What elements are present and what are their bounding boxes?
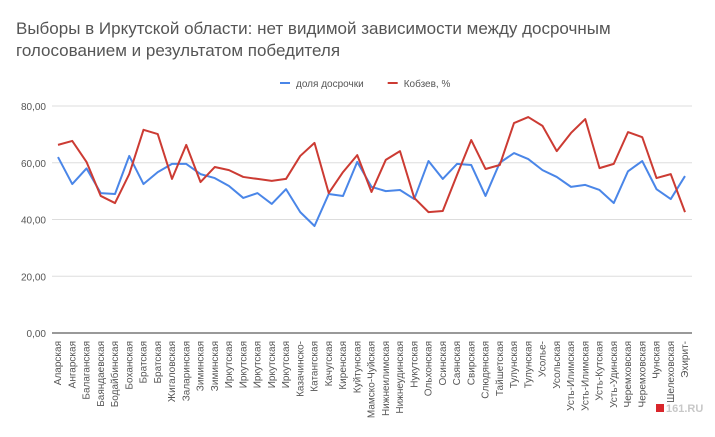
x-tick-label: Свирская [466,341,477,385]
x-tick-label: Тулунская [509,341,520,388]
x-tick-label: Нукутская [409,341,420,388]
x-tick-label: Чунская [652,341,663,379]
y-tick-label: 0,00 [27,329,47,340]
x-tick-label: Осинская [438,341,449,385]
x-tick-label: Жигаловская [167,341,178,402]
chart-title: Выборы в Иркутской области: нет видимой … [16,19,611,60]
legend-label: Кобзев, % [404,78,451,90]
legend-label: доля досрочки [296,79,364,90]
x-tick-label: Черемховская [623,341,634,407]
x-tick-label: Иркутская [253,341,264,388]
x-tick-label: Баяндаевская [96,341,107,407]
x-tick-label: Саянская [452,341,463,385]
x-tick-label: Тулунская [523,341,534,388]
x-tick-label: Усолье- [538,341,549,377]
x-tick-label: Слюдянская [481,341,492,399]
x-tick-label: Усть-Илимская [580,341,591,411]
x-tick-label: Иркутская [281,341,292,388]
x-tick-label: Братская [153,341,164,384]
y-tick-label: 40,00 [21,216,46,227]
x-tick-label: Эхирит- [680,341,691,378]
x-tick-label: Боханская [124,341,135,390]
x-tick-label: Куйтунская [352,341,363,393]
x-tick-label: Черемховская [637,341,648,407]
x-tick-label: Иркутская [267,341,278,388]
x-tick-label: Киренская [338,341,349,390]
x-tick-label: Балаганская [82,341,93,400]
x-tick-label: Зиминская [196,341,207,391]
x-tick-label: Нижнеудинская [395,341,406,414]
x-tick-label: Усть-Илимская [566,341,577,411]
x-tick-label: Катангская [310,341,321,392]
x-tick-label: Бодайбинская [109,341,121,407]
x-tick-label: Усть-Удинская [609,341,620,408]
series-line [57,116,686,214]
x-tick-label: Качугская [324,341,335,386]
x-tick-label: Шелеховская [666,341,677,403]
y-tick-label: 60,00 [21,159,46,170]
y-tick-label: 20,00 [21,272,46,283]
x-tick-label: Казачинско- [295,341,306,397]
watermark-icon [656,404,664,412]
watermark: 161.RU [666,403,703,415]
x-tick-label: Братская [139,341,150,384]
x-tick-label: Усть-Кутская [595,341,606,401]
y-tick-label: 80,00 [21,102,46,113]
x-tick-label: Ангарская [67,341,78,388]
x-tick-label: Усольская [552,341,563,389]
x-tick-label: Заларинская [181,341,192,401]
series-line [57,152,686,228]
x-tick-label: Тайшетская [495,341,506,396]
x-tick-label: Аларская [53,341,64,385]
x-tick-label: Иркутская [238,341,249,388]
x-tick-label: Нижнеилимская [381,341,392,416]
x-tick-label: Зиминская [210,341,221,391]
x-tick-label: Ольхонская [424,341,435,396]
x-tick-label: Мамско-Чуйская [367,341,378,418]
x-tick-label: Иркутская [224,341,235,388]
